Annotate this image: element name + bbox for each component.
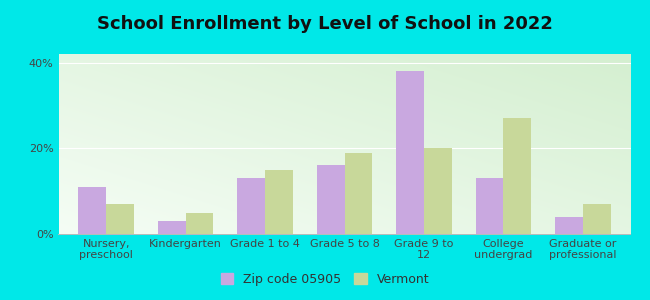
Bar [476,178,503,234]
Bar [583,204,610,234]
Bar [424,148,452,234]
Bar [79,187,106,234]
Bar [503,118,531,234]
Text: School Enrollment by Level of School in 2022: School Enrollment by Level of School in … [97,15,553,33]
Bar [158,221,186,234]
Bar [396,71,424,234]
Bar [265,170,293,234]
Legend: Zip code 05905, Vermont: Zip code 05905, Vermont [216,268,434,291]
Bar [344,153,372,234]
Bar [237,178,265,234]
Bar [106,204,134,234]
Bar [317,165,345,234]
Bar [186,213,213,234]
Bar [555,217,583,234]
